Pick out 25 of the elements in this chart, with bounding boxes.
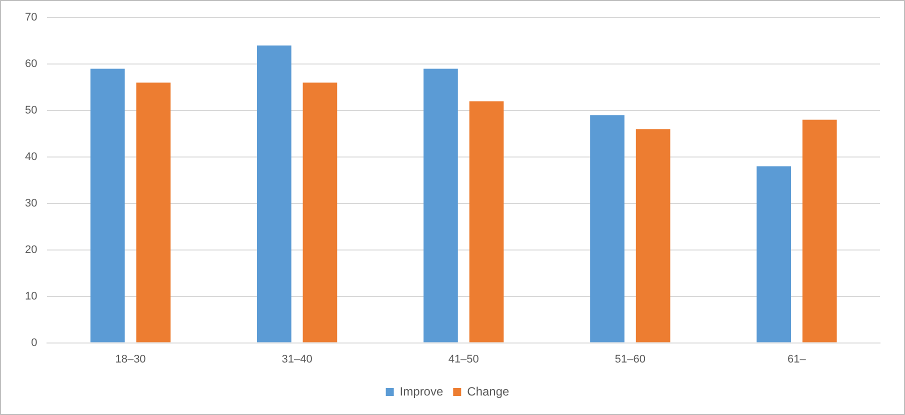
- y-tick-label: 40: [24, 151, 38, 164]
- bar: [256, 45, 292, 342]
- legend-label: Change: [467, 384, 510, 398]
- bar: [424, 68, 458, 342]
- x-tick-label: 31–40: [282, 353, 312, 366]
- legend-label: Improve: [400, 384, 444, 398]
- y-tick-label: 20: [24, 244, 38, 256]
- x-tick-label: 41–50: [448, 353, 479, 366]
- y-tick-label: 60: [24, 58, 38, 70]
- y-tick-label: 0: [31, 336, 38, 349]
- bar: [302, 82, 338, 342]
- bar: [136, 82, 171, 342]
- bar: [802, 120, 837, 342]
- bar: [636, 129, 670, 342]
- y-tick-label: 70: [24, 12, 38, 24]
- x-tick-label: 61–: [788, 353, 807, 366]
- x-tick-label: 51–60: [614, 353, 646, 366]
- y-tick-label: 50: [24, 104, 38, 117]
- y-tick-label: 10: [24, 290, 38, 302]
- bar: [469, 101, 504, 342]
- bar: [756, 166, 791, 342]
- bar: [90, 68, 125, 342]
- y-tick-label: 30: [24, 197, 38, 210]
- x-tick-label: 18–30: [115, 353, 146, 366]
- bar: [590, 115, 624, 342]
